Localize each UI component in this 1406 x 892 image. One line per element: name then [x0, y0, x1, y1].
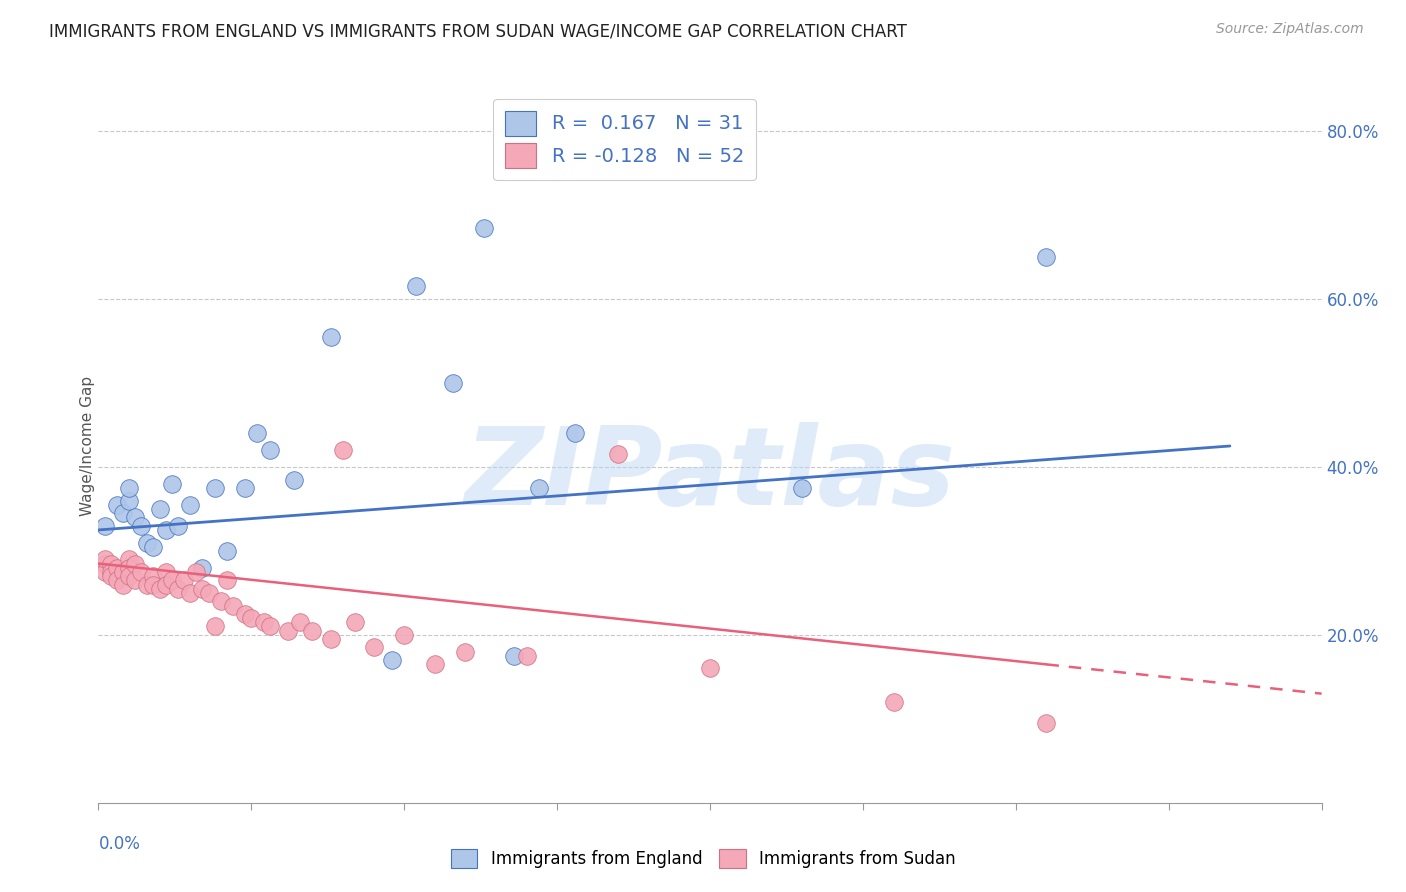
Point: [252, 615, 274, 630]
Point: [124, 510, 146, 524]
Point: [124, 557, 146, 571]
Point: [105, 574, 128, 588]
Point: [290, 615, 312, 630]
Point: [129, 565, 152, 579]
Point: [363, 640, 385, 655]
Point: [392, 628, 416, 642]
Point: [111, 506, 134, 520]
Point: [472, 220, 495, 235]
Point: [197, 586, 219, 600]
Point: [93, 518, 115, 533]
Point: [186, 565, 208, 579]
Point: [111, 565, 134, 579]
Point: [699, 661, 721, 675]
Point: [136, 535, 159, 549]
Point: [100, 569, 122, 583]
Point: [149, 582, 172, 596]
Point: [1035, 716, 1057, 731]
Point: [129, 518, 152, 533]
Legend: R =  0.167   N = 31, R = -0.128   N = 52: R = 0.167 N = 31, R = -0.128 N = 52: [494, 99, 755, 180]
Point: [160, 476, 183, 491]
Legend: Immigrants from England, Immigrants from Sudan: Immigrants from England, Immigrants from…: [444, 842, 962, 875]
Point: [204, 619, 226, 633]
Point: [167, 518, 190, 533]
Point: [222, 599, 245, 613]
Point: [215, 574, 238, 588]
Point: [93, 565, 115, 579]
Point: [283, 473, 305, 487]
Point: [516, 648, 538, 663]
Point: [344, 615, 367, 630]
Text: Source: ZipAtlas.com: Source: ZipAtlas.com: [1216, 22, 1364, 37]
Point: [136, 577, 159, 591]
Point: [441, 376, 464, 390]
Point: [564, 426, 586, 441]
Point: [527, 481, 550, 495]
Point: [405, 279, 427, 293]
Point: [259, 443, 281, 458]
Point: [215, 544, 238, 558]
Point: [155, 577, 177, 591]
Point: [277, 624, 299, 638]
Point: [319, 330, 342, 344]
Point: [149, 502, 172, 516]
Point: [233, 481, 256, 495]
Point: [155, 565, 177, 579]
Point: [173, 574, 195, 588]
Point: [209, 594, 232, 608]
Point: [179, 498, 201, 512]
Point: [246, 426, 269, 441]
Point: [790, 481, 813, 495]
Point: [381, 653, 404, 667]
Point: [118, 560, 141, 574]
Text: ZIPatlas: ZIPatlas: [464, 422, 956, 527]
Point: [118, 552, 141, 566]
Point: [111, 577, 134, 591]
Text: IMMIGRANTS FROM ENGLAND VS IMMIGRANTS FROM SUDAN WAGE/INCOME GAP CORRELATION CHA: IMMIGRANTS FROM ENGLAND VS IMMIGRANTS FR…: [49, 22, 907, 40]
Point: [1035, 250, 1057, 264]
Point: [204, 481, 226, 495]
Point: [124, 574, 146, 588]
Y-axis label: Wage/Income Gap: Wage/Income Gap: [80, 376, 94, 516]
Point: [233, 607, 256, 621]
Point: [155, 523, 177, 537]
Text: 0.0%: 0.0%: [98, 835, 141, 853]
Point: [883, 695, 905, 709]
Point: [454, 645, 477, 659]
Point: [503, 648, 526, 663]
Point: [423, 657, 446, 672]
Point: [118, 569, 141, 583]
Point: [160, 574, 183, 588]
Point: [240, 611, 263, 625]
Point: [301, 624, 323, 638]
Point: [191, 582, 214, 596]
Point: [100, 565, 122, 579]
Point: [191, 560, 214, 574]
Point: [93, 552, 115, 566]
Point: [142, 577, 165, 591]
Point: [118, 481, 141, 495]
Point: [105, 498, 128, 512]
Point: [93, 557, 115, 571]
Point: [179, 586, 201, 600]
Point: [142, 540, 165, 554]
Point: [319, 632, 342, 646]
Point: [607, 447, 630, 461]
Point: [105, 560, 128, 574]
Point: [100, 557, 122, 571]
Point: [118, 493, 141, 508]
Point: [259, 619, 281, 633]
Point: [332, 443, 354, 458]
Point: [142, 569, 165, 583]
Point: [167, 582, 190, 596]
